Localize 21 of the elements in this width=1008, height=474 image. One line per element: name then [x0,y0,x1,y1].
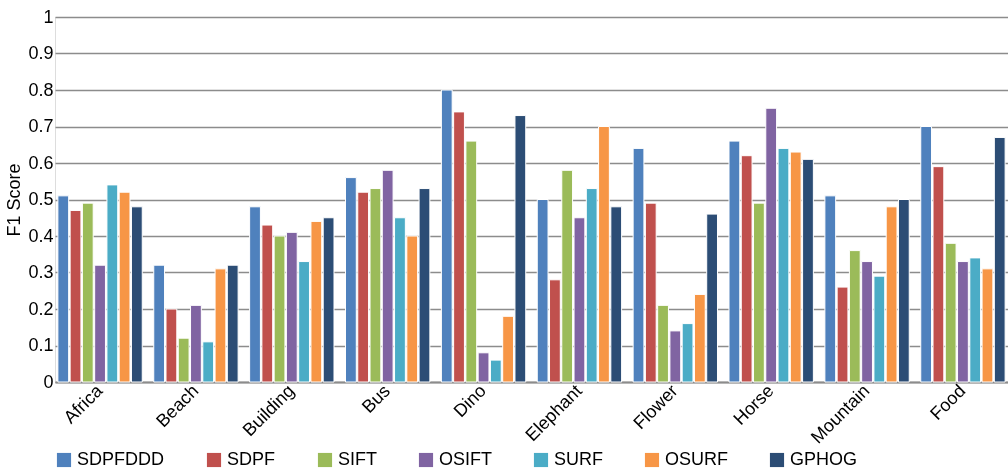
legend-label: OSURF [665,449,728,469]
x-tick-label: Dino [449,380,490,422]
y-tick-label: 0.5 [28,189,54,209]
legend-label: SDPF [227,449,276,469]
y-tick-label: 0.7 [28,116,54,136]
x-tick-label: Bus [357,380,395,417]
y-tick-label: 0.3 [28,262,54,282]
y-tick-label: 1 [43,6,54,27]
y-tick-label: 0 [43,371,54,392]
y-tick-label: 0.1 [28,335,54,355]
y-tick-label: 0.9 [28,43,54,63]
y-tick-label: 0.8 [28,79,54,100]
y-tick-label: 0.6 [28,152,54,173]
y-tick-label: 0.4 [28,225,54,246]
legend-label: OSIFT [439,449,492,469]
y-tick-label: 0.2 [28,298,54,319]
legend-label: SIFT [338,449,377,469]
y-axis-title: F1 Score [4,163,25,237]
legend-label: GPHOG [790,449,858,469]
legend-label: SDPFDDD [77,449,165,469]
legend-label: SURF [554,449,603,469]
